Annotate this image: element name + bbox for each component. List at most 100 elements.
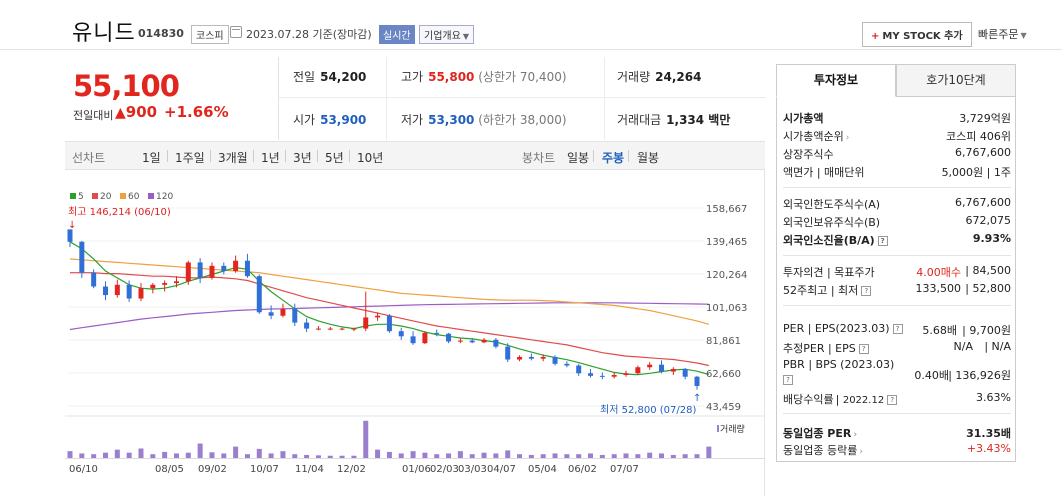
company-overview-dropdown[interactable]: 기업개요 ▼: [419, 25, 474, 44]
divider: [386, 57, 387, 140]
volume-bar: [91, 454, 97, 458]
stock-code: 014830: [138, 27, 184, 40]
volume-bar: [564, 454, 570, 458]
bps-wrap: | 136,926원: [948, 369, 1011, 382]
candle-body: [493, 339, 499, 347]
label: 시가총액: [783, 112, 824, 125]
mystock-add-button[interactable]: + MY STOCK 추가: [862, 22, 972, 47]
x-tick-label: 09/02: [198, 464, 227, 475]
candle-body: [280, 308, 286, 316]
price-change: ▲900: [115, 103, 157, 121]
volume-bar: [315, 455, 321, 458]
candle-body: [528, 356, 534, 359]
help-icon[interactable]: ?: [858, 344, 869, 354]
candle-body: [398, 331, 404, 337]
line-period-1w[interactable]: 1주일: [175, 151, 205, 165]
candle-body: [197, 262, 203, 278]
label: 투자의견 | 목표주가: [783, 266, 875, 279]
candle-body: [434, 332, 440, 334]
x-tick-label: 10/07: [250, 464, 279, 475]
help-icon[interactable]: ?: [861, 286, 872, 296]
line-period-3m[interactable]: 3개월: [218, 151, 248, 165]
candle-body: [79, 241, 85, 273]
legend-label-120: 120: [156, 192, 173, 202]
line-period-1d[interactable]: 1일: [142, 151, 161, 165]
info-row-foreign-hold: 외국인보유주식수(B) 672,075: [783, 214, 1011, 230]
line-period-10y[interactable]: 10년: [357, 151, 384, 165]
candle-body: [599, 375, 605, 377]
candle-chart-title: 봉차트: [522, 151, 556, 165]
line-period-1y[interactable]: 1년: [261, 151, 280, 165]
candle-body: [173, 281, 179, 284]
info-row-industry-change[interactable]: 동일업종 등락률 › +3.43%: [783, 442, 1011, 458]
tab-order-book[interactable]: 호가10단계: [896, 64, 1016, 97]
high-cell: 고가 55,800 (상한가 70,400): [401, 68, 567, 85]
candle-body: [670, 368, 676, 372]
high-label: 고가: [401, 70, 424, 84]
volume-bar: [576, 454, 582, 458]
value: 9.93%: [972, 232, 1011, 245]
x-tick-label: 04/07: [487, 464, 516, 475]
high-annotation: 최고 146,214 (06/10): [68, 206, 171, 218]
candle-body: [647, 364, 653, 368]
volume-bar: [138, 448, 144, 458]
label: 외국인한도주식수(A): [783, 198, 881, 211]
candle-body: [552, 356, 558, 364]
label: 동일업종 PER: [783, 427, 852, 440]
eps-value: 9,700원: [969, 324, 1011, 337]
candle-body: [268, 312, 274, 316]
info-row-est-per: 추정PER | EPS? N/A | N/A: [783, 340, 1011, 356]
label: PBR | BPS (2023.03): [783, 358, 895, 371]
volume-bar: [469, 454, 475, 458]
info-row-per: PER | EPS(2023.03)? 5.68배 | 9,700원: [783, 322, 1011, 338]
date-basis: 2023.07.28 기준(장마감): [246, 28, 372, 41]
candle-body: [244, 260, 250, 277]
trade-value-label: 거래대금: [617, 113, 662, 127]
line-period-5y[interactable]: 5년: [325, 151, 344, 165]
candle-body: [221, 265, 227, 272]
chevron-right-icon: ›: [845, 133, 850, 143]
prev-day-label: 전일대비: [73, 109, 114, 122]
y-tick-label: 139,465: [706, 237, 747, 248]
label-wrap: PER | EPS(2023.03)?: [783, 322, 903, 335]
volume-bar: [197, 443, 203, 458]
volume-bar: [623, 453, 629, 458]
candle-period-weekly[interactable]: 주봉: [602, 151, 625, 165]
candle-body: [363, 317, 369, 329]
volume-bar: [233, 446, 239, 458]
ma60-line: [69, 258, 709, 325]
divider: [783, 255, 1011, 256]
help-icon[interactable]: ?: [783, 375, 793, 385]
volume-bar: [386, 451, 392, 458]
volume-bar: [209, 452, 215, 458]
low-annotation: 최저 52,800 (07/28): [600, 404, 696, 416]
help-icon[interactable]: ?: [887, 395, 898, 405]
candle-period-monthly[interactable]: 월봉: [637, 151, 660, 165]
info-row-industry-per[interactable]: 동일업종 PER › 31.35배: [783, 425, 1011, 441]
volume-bar: [446, 453, 452, 458]
caret-down-icon: ▼: [462, 32, 469, 41]
help-icon[interactable]: ?: [892, 324, 903, 334]
quick-order-dropdown[interactable]: 빠른주문 ▼: [978, 26, 1027, 42]
pbr-value: 0.40배: [914, 369, 949, 382]
volume-bar: [493, 453, 499, 458]
x-tick-label: 06/02: [568, 464, 597, 475]
value: 6,767,600: [955, 196, 1011, 209]
tab-invest-info[interactable]: 투자정보: [776, 64, 896, 97]
value: 3.63%: [976, 391, 1011, 404]
candle-period-daily[interactable]: 일봉: [567, 151, 590, 165]
candle-body: [517, 356, 523, 360]
help-icon[interactable]: ?: [877, 236, 888, 246]
volume-bar: [67, 451, 73, 458]
label-wrap: 시가총액순위 ›: [783, 128, 849, 144]
info-row-market-cap-rank[interactable]: 시가총액순위 › 코스피 406위: [783, 128, 1011, 144]
x-tick-label: 07/07: [610, 464, 639, 475]
realtime-button[interactable]: 실시간: [379, 25, 415, 44]
volume-bar: [256, 448, 262, 458]
quote-table: 전일 54,200 고가 55,800 (상한가 70,400) 거래량 24,264…: [278, 57, 766, 140]
volume-bar: [505, 450, 511, 458]
volume-bar: [339, 455, 345, 458]
line-period-3y[interactable]: 3년: [293, 151, 312, 165]
info-row-52week: 52주최고 | 최저? 133,500 | 52,800: [783, 282, 1011, 298]
volume-bar: [635, 454, 641, 458]
